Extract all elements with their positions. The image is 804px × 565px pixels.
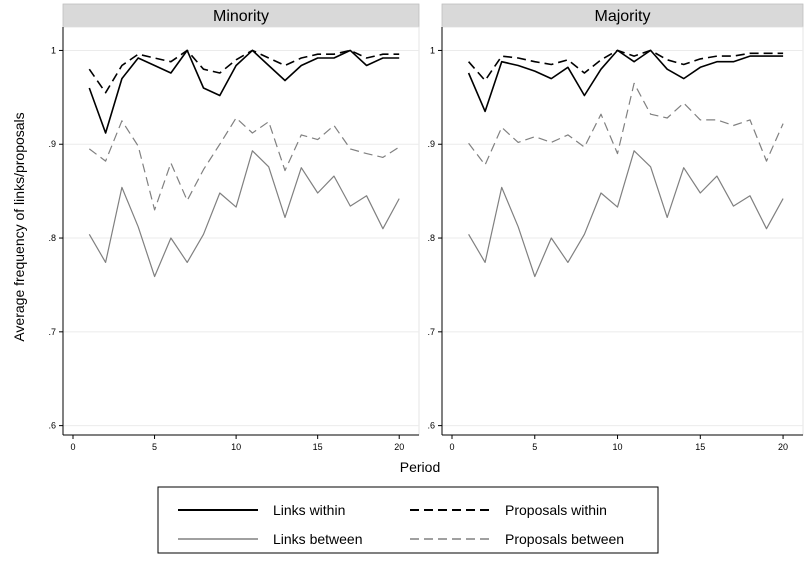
y-tick-label: .7 bbox=[48, 327, 56, 337]
y-tick-label: .8 bbox=[427, 233, 435, 243]
y-tick-label: .6 bbox=[48, 421, 56, 431]
y-tick-label: .9 bbox=[427, 139, 435, 149]
legend-box bbox=[157, 486, 659, 554]
x-tick-label: 5 bbox=[532, 442, 537, 452]
legend-label: Proposals between bbox=[505, 531, 624, 547]
series-line-proposals-within bbox=[467, 49, 784, 82]
x-tick-label: 15 bbox=[695, 442, 705, 452]
panel-majority: Majority.6.7.8.910 5 10 15 20 bbox=[427, 3, 804, 452]
y-tick-label: .6 bbox=[427, 421, 435, 431]
legend-label: Links within bbox=[273, 502, 345, 518]
panels-layer: Minority.6.7.8.910 5 10 15 20Majority.6.7.8.… bbox=[48, 3, 804, 452]
x-tick-label: 15 bbox=[313, 442, 323, 452]
y-axis-label: Average frequency of links/proposals bbox=[11, 112, 27, 341]
panel-title: Minority bbox=[213, 8, 269, 25]
y-tick-label: .8 bbox=[48, 233, 56, 243]
x-tick-label: 5 bbox=[152, 442, 157, 452]
x-tick-label: 10 bbox=[613, 442, 623, 452]
series-line-proposals-between bbox=[88, 117, 400, 211]
x-tick-label: 20 bbox=[778, 442, 788, 452]
legend-items: Links within Proposals within Links betwee… bbox=[178, 502, 624, 547]
x-tick-label: 0 bbox=[449, 442, 454, 452]
y-tick-label: 1 bbox=[51, 45, 56, 55]
y-tick-label: .7 bbox=[427, 327, 435, 337]
plot-area bbox=[62, 26, 420, 436]
x-tick-label: 10 bbox=[231, 442, 241, 452]
y-tick-label: 1 bbox=[430, 45, 435, 55]
plot-area bbox=[441, 26, 804, 436]
series-line-links-within bbox=[467, 49, 784, 113]
x-tick-label: 20 bbox=[394, 442, 404, 452]
legend: Links within Proposals within Links betwee… bbox=[157, 486, 659, 554]
series-line-links-between bbox=[468, 150, 784, 278]
legend-label: Links between bbox=[273, 531, 363, 547]
panel-minority: Minority.6.7.8.910 5 10 15 20 bbox=[48, 3, 420, 452]
series-line-links-within bbox=[88, 49, 400, 134]
y-tick-label: .9 bbox=[48, 139, 56, 149]
series-line-links-between bbox=[88, 150, 400, 278]
legend-label: Proposals within bbox=[505, 502, 607, 518]
panel-title: Majority bbox=[594, 8, 650, 25]
x-tick-label: 0 bbox=[70, 442, 75, 452]
x-axis-label: Period bbox=[400, 459, 440, 475]
